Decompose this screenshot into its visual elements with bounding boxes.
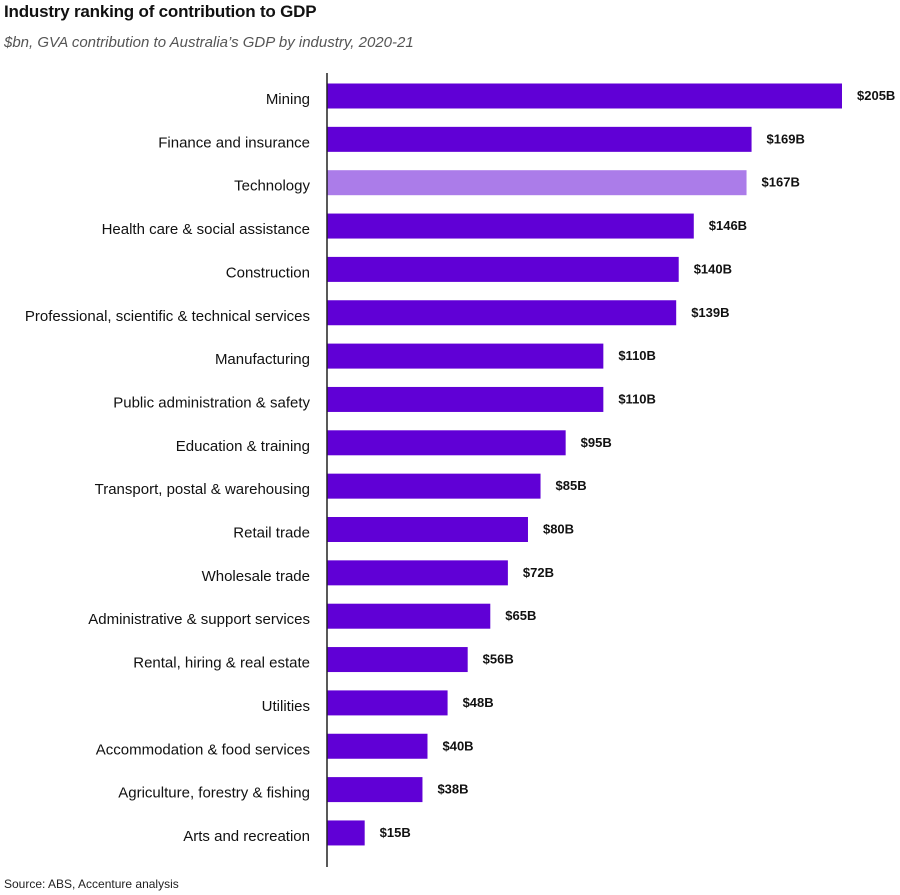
- bar-transport-postal-warehousing: [327, 473, 541, 499]
- bar-rental-hiring-real-estate: [327, 647, 468, 673]
- value-label-retail-trade: $80B: [543, 522, 574, 537]
- value-label-wholesale-trade: $72B: [523, 565, 554, 580]
- category-label-rental-hiring-real-estate: Rental, hiring & real estate: [133, 655, 310, 672]
- category-label-education-training: Education & training: [176, 438, 310, 455]
- category-label-agriculture-forestry-fishing: Agriculture, forestry & fishing: [118, 785, 310, 802]
- bar-professional-scientific-technical-services: [327, 300, 677, 326]
- value-label-health-care-social-assistance: $146B: [709, 218, 747, 233]
- value-label-technology: $167B: [762, 175, 800, 190]
- value-label-utilities: $48B: [463, 695, 494, 710]
- bar-agriculture-forestry-fishing: [327, 777, 423, 803]
- value-label-arts-and-recreation: $15B: [380, 825, 411, 840]
- bar-education-training: [327, 430, 566, 456]
- category-label-arts-and-recreation: Arts and recreation: [183, 828, 310, 845]
- bar-construction: [327, 256, 679, 282]
- category-label-professional-scientific-technical-services: Professional, scientific & technical ser…: [25, 308, 310, 325]
- value-label-rental-hiring-real-estate: $56B: [483, 652, 514, 667]
- bar-administrative-support-services: [327, 603, 491, 629]
- bar-health-care-social-assistance: [327, 213, 694, 239]
- value-label-professional-scientific-technical-services: $139B: [691, 305, 729, 320]
- value-label-transport-postal-warehousing: $85B: [556, 478, 587, 493]
- bar-technology: [327, 170, 747, 196]
- bar-arts-and-recreation: [327, 820, 365, 846]
- category-label-utilities: Utilities: [262, 698, 310, 715]
- value-label-public-administration-safety: $110B: [618, 391, 656, 406]
- category-label-transport-postal-warehousing: Transport, postal & warehousing: [95, 481, 310, 498]
- value-label-agriculture-forestry-fishing: $38B: [437, 782, 468, 797]
- value-label-accommodation-food-services: $40B: [442, 738, 473, 753]
- category-label-technology: Technology: [234, 178, 310, 195]
- bar-retail-trade: [327, 517, 528, 542]
- source-note: Source: ABS, Accenture analysis: [4, 877, 179, 891]
- category-label-mining: Mining: [266, 91, 310, 108]
- category-label-public-administration-safety: Public administration & safety: [113, 394, 310, 411]
- value-label-education-training: $95B: [581, 435, 612, 450]
- category-label-retail-trade: Retail trade: [233, 525, 310, 542]
- bar-mining: [327, 83, 842, 109]
- value-label-mining: $205B: [857, 88, 895, 103]
- bar-manufacturing: [327, 343, 604, 369]
- category-label-finance-and-insurance: Finance and insurance: [158, 134, 310, 151]
- value-label-construction: $140B: [694, 261, 732, 276]
- bar-finance-and-insurance: [327, 126, 752, 152]
- bar-wholesale-trade: [327, 560, 508, 586]
- category-label-accommodation-food-services: Accommodation & food services: [96, 741, 310, 758]
- value-label-finance-and-insurance: $169B: [767, 131, 805, 146]
- category-label-administrative-support-services: Administrative & support services: [88, 611, 310, 628]
- value-label-administrative-support-services: $65B: [505, 608, 536, 623]
- bar-utilities: [327, 690, 448, 716]
- category-label-health-care-social-assistance: Health care & social assistance: [102, 221, 310, 238]
- value-label-manufacturing: $110B: [618, 348, 656, 363]
- chart-subtitle: $bn, GVA contribution to Australia’s GDP…: [4, 34, 414, 51]
- category-label-manufacturing: Manufacturing: [215, 351, 310, 368]
- category-label-construction: Construction: [226, 264, 310, 281]
- bar-public-administration-safety: [327, 386, 604, 412]
- chart-title: Industry ranking of contribution to GDP: [4, 2, 317, 21]
- bar-accommodation-food-services: [327, 733, 428, 759]
- category-label-wholesale-trade: Wholesale trade: [202, 568, 310, 585]
